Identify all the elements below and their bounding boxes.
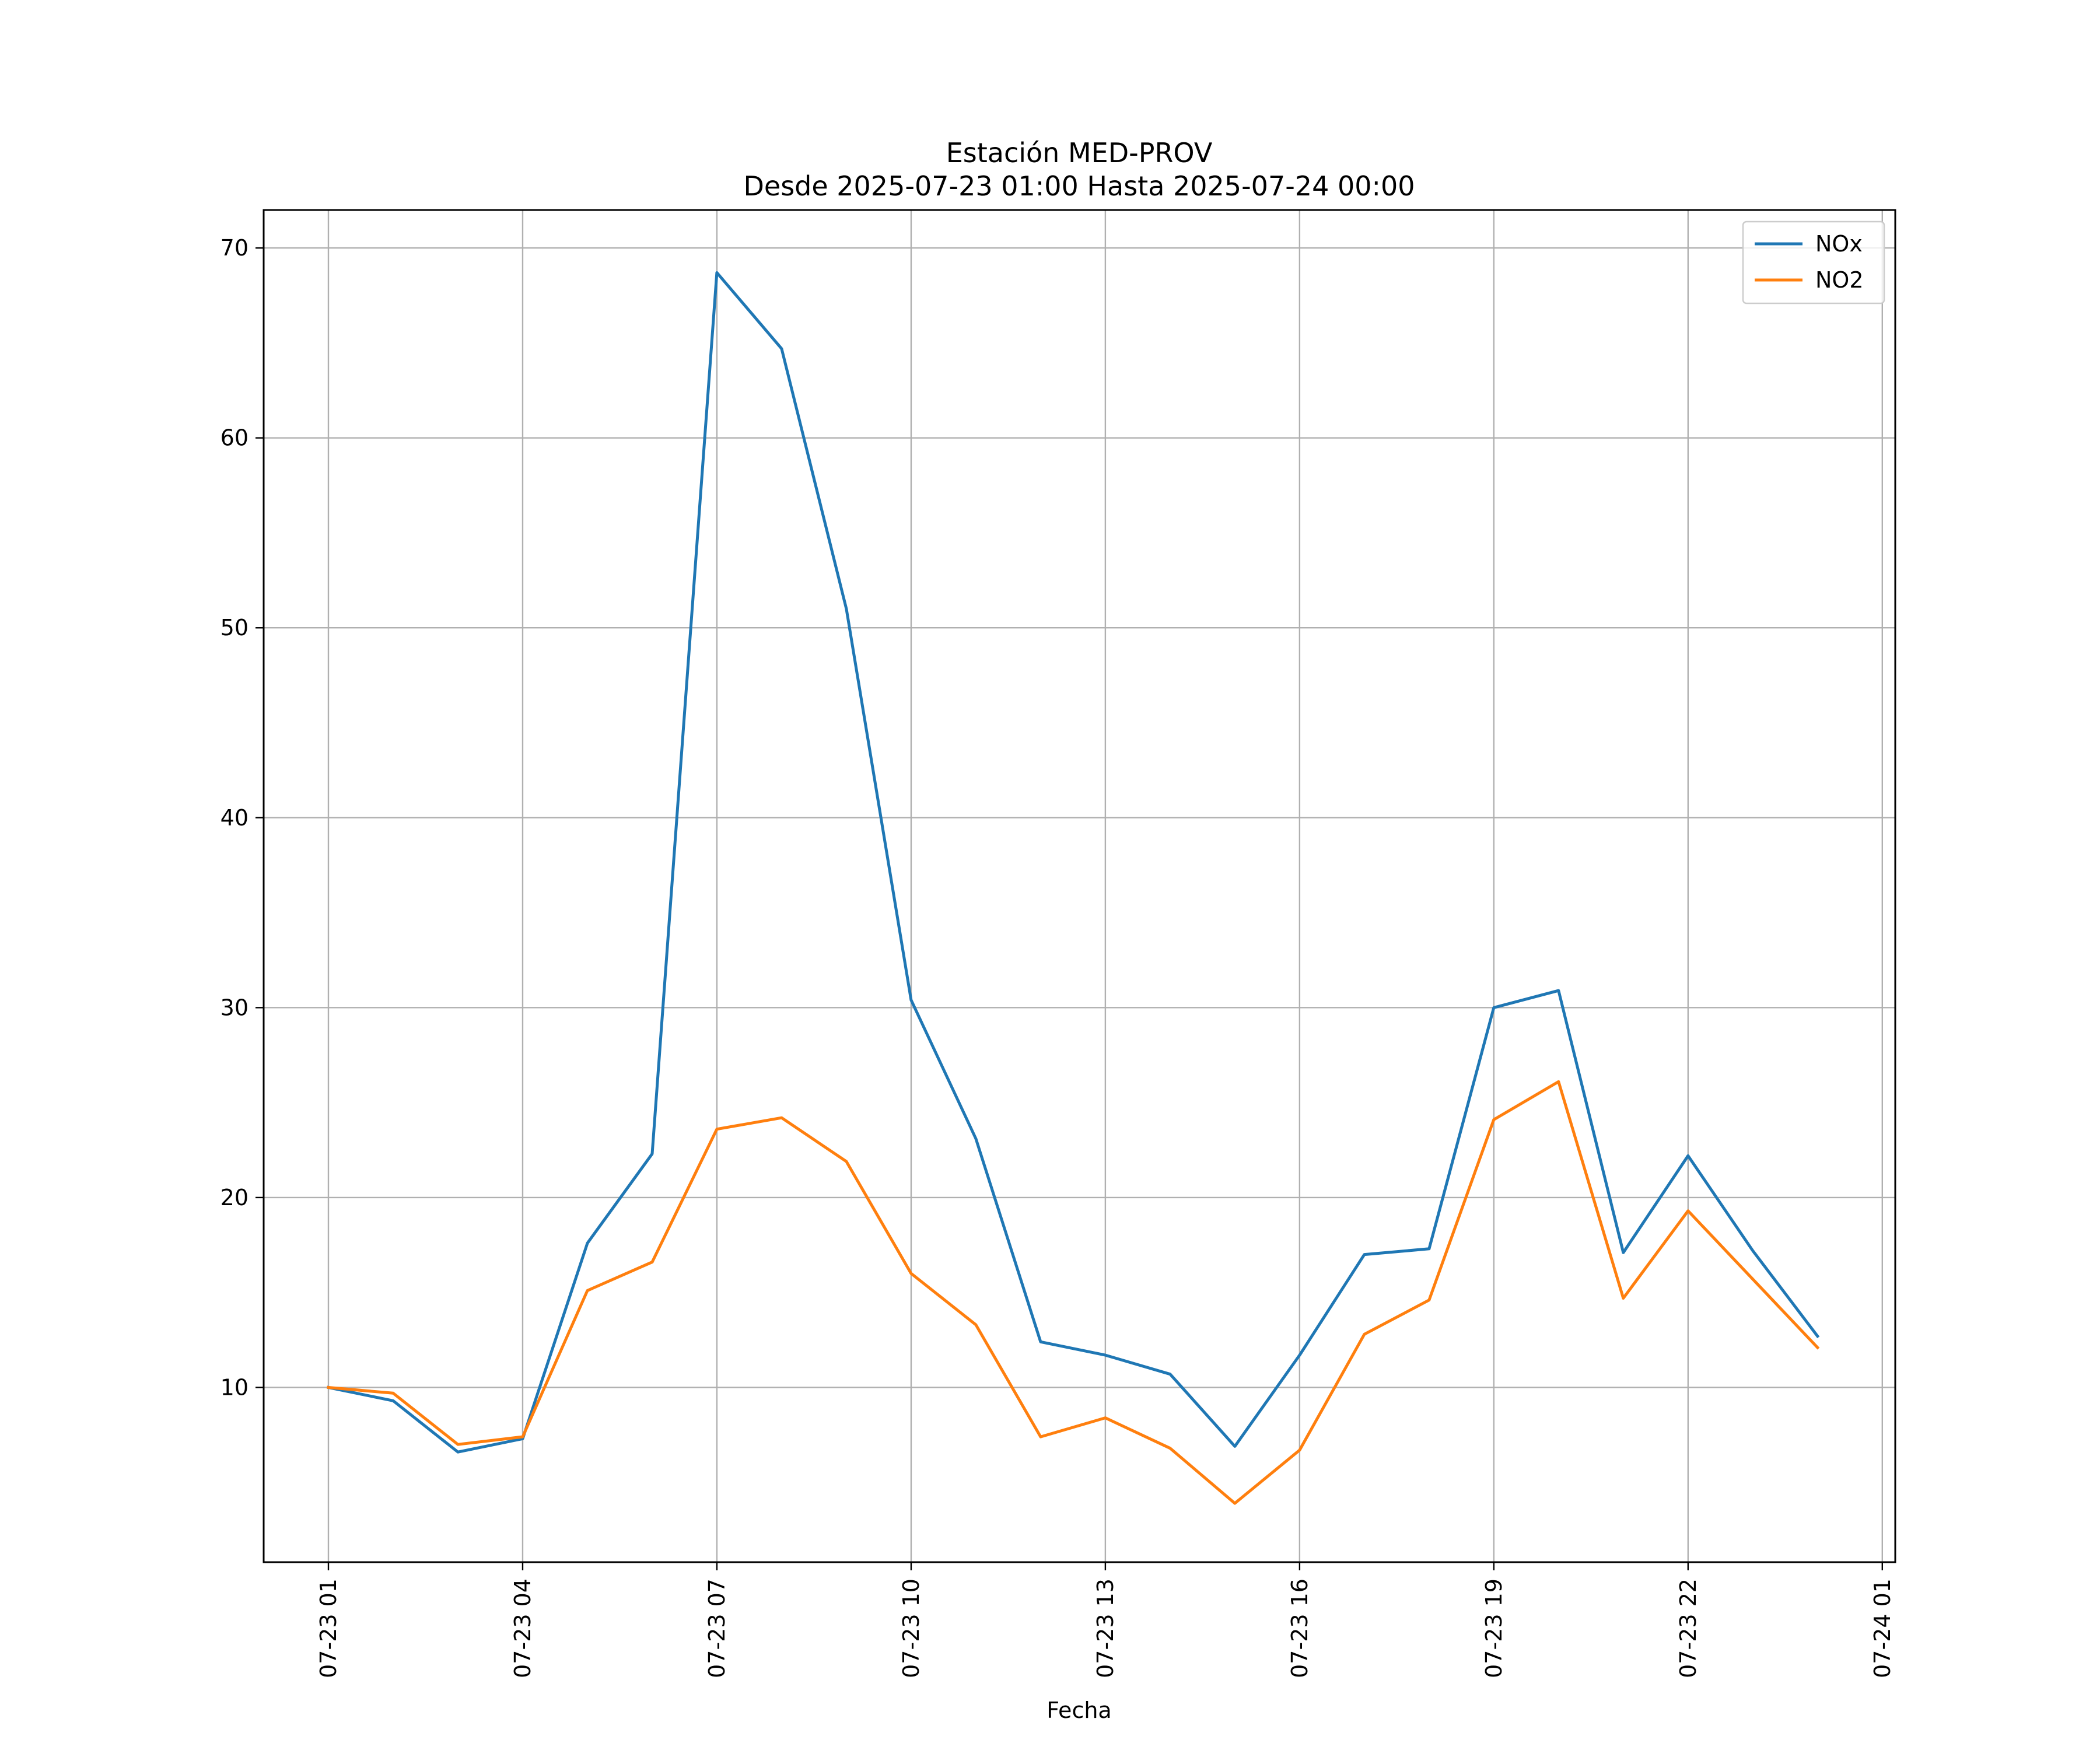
x-tick-label: 07-23 19	[1481, 1578, 1507, 1678]
chart-subtitle: Desde 2025-07-23 01:00 Hasta 2025-07-24 …	[743, 170, 1415, 202]
series-line-no2	[327, 1080, 1820, 1505]
legend-box	[1742, 220, 1885, 304]
grid	[264, 210, 1895, 1562]
y-tick-label: 60	[220, 425, 249, 451]
x-tick-label: 07-23 07	[704, 1578, 730, 1678]
series-lines	[327, 271, 1820, 1505]
y-tick-label: 30	[220, 995, 249, 1020]
x-tick-label: 07-23 13	[1093, 1578, 1118, 1678]
legend: NOx NO2	[1742, 220, 1885, 304]
x-tick-label: 07-24 01	[1870, 1578, 1895, 1678]
chart-title: Estación MED-PROV	[946, 137, 1213, 169]
legend-label-nox: NOx	[1815, 231, 1863, 257]
x-axis-label: Fecha	[1046, 1698, 1111, 1723]
legend-label-no2: NO2	[1815, 267, 1864, 293]
y-tick-label: 70	[220, 235, 249, 261]
y-tick-label: 50	[220, 615, 249, 640]
y-tick-label: 20	[220, 1185, 249, 1210]
x-tick-label: 07-23 01	[316, 1578, 341, 1678]
ticks: 10 20 30 40 50 60 70 07-23 01 07-23 04 07-23 07 07…	[220, 235, 1895, 1678]
y-tick-label: 10	[220, 1374, 249, 1400]
plot-frame	[262, 209, 1896, 1563]
x-tick-label: 07-23 16	[1287, 1578, 1312, 1678]
x-tick-label: 07-23 10	[898, 1578, 924, 1678]
y-tick-label: 40	[220, 805, 249, 831]
x-tick-label: 07-23 04	[510, 1578, 536, 1678]
x-tick-label: 07-23 22	[1675, 1578, 1701, 1678]
series-line-nox	[327, 271, 1820, 1454]
